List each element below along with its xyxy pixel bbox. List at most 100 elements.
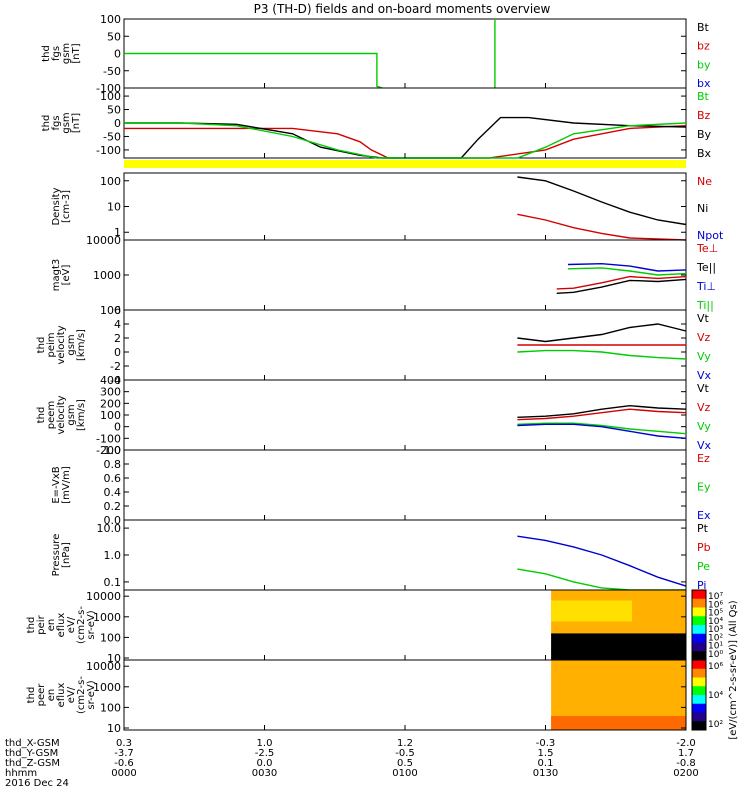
colorbar-cell bbox=[692, 721, 706, 731]
y-tick-label: 1000 bbox=[93, 611, 121, 624]
series-by bbox=[124, 52, 383, 89]
y-axis-label: sr-eV) bbox=[86, 680, 97, 709]
x-axis-value: 0.3 bbox=[116, 738, 132, 749]
x-axis-value: 0100 bbox=[392, 768, 417, 779]
y-tick-label: 100 bbox=[100, 90, 121, 103]
legend-entry: Bt bbox=[697, 21, 710, 34]
y-axis-label: peer bbox=[36, 683, 47, 707]
series-Pi bbox=[517, 535, 687, 587]
x-axis-value: 0.5 bbox=[397, 758, 413, 769]
legend-entry: Vy bbox=[697, 420, 711, 433]
y-axis-label: thd bbox=[26, 617, 37, 634]
series-Vy bbox=[517, 422, 687, 435]
colorbar-cell bbox=[692, 598, 706, 608]
y-tick-label: 0.1 bbox=[104, 576, 122, 589]
y-axis-label: [km/s] bbox=[76, 329, 87, 361]
y-tick-label: 0.6 bbox=[104, 472, 122, 485]
panel-frame bbox=[123, 379, 687, 451]
legend-entry: Npot bbox=[697, 229, 724, 242]
x-axis-value: -0.5 bbox=[395, 748, 415, 759]
series-Ni bbox=[517, 176, 687, 226]
colorbar-cell bbox=[692, 642, 706, 652]
colorbar-frame bbox=[691, 659, 707, 731]
legend-entry: Vx bbox=[697, 369, 712, 382]
y-axis-label: fgs bbox=[51, 115, 62, 130]
panel-frame bbox=[123, 449, 687, 521]
colorbar-cell bbox=[692, 616, 706, 626]
series-Te⊥ bbox=[556, 275, 687, 290]
y-tick-label: 1 bbox=[114, 226, 121, 239]
y-tick-label: 0 bbox=[114, 48, 121, 61]
legend-entry: Ti|| bbox=[696, 299, 714, 312]
panel-fgs: 100 50 0 -50 -100 thd fgs gsm [nT] Bt bz by bx bbox=[41, 13, 711, 95]
y-axis-label: velocity bbox=[56, 325, 67, 364]
legend-entry: Vt bbox=[697, 312, 710, 325]
y-tick-label: 0.2 bbox=[104, 500, 122, 513]
series-Vt bbox=[517, 404, 687, 418]
legend-entry: Pi bbox=[697, 579, 706, 592]
y-tick-label: 400 bbox=[100, 374, 121, 387]
y-tick-label: 300 bbox=[100, 386, 121, 399]
legend-entry: Pb bbox=[697, 541, 711, 554]
x-axis-value: -0.6 bbox=[114, 758, 134, 769]
panel-efield: 1.00.80.60.40.20.0 E=-VxB [mV/m] Ez Ey Ex bbox=[51, 444, 711, 527]
y-tick-label: 1.0 bbox=[104, 549, 122, 562]
y-tick-label: 1.0 bbox=[104, 444, 122, 457]
colorbar-tick-label: 10⁴ bbox=[708, 691, 723, 701]
legend-entry: Ex bbox=[697, 509, 711, 522]
x-axis-value: -2.0 bbox=[676, 738, 696, 749]
legend-entry: bx bbox=[697, 77, 711, 90]
series-Ne bbox=[517, 213, 687, 241]
series-Vy bbox=[517, 349, 687, 360]
y-axis-label: thd bbox=[36, 337, 47, 354]
y-axis-label: eflux bbox=[56, 683, 67, 708]
y-axis-label: peir bbox=[36, 614, 47, 634]
x-axis-value: 1.5 bbox=[538, 748, 554, 759]
colorbar-label: [eV/(cm^2-s-sr-eV)] (All Qs) bbox=[728, 600, 739, 739]
y-tick-label: 0.4 bbox=[104, 486, 122, 499]
y-axis-label: gsm bbox=[66, 334, 77, 355]
y-tick-label: 10 bbox=[107, 201, 121, 214]
x-axis-row-label: thd_X-GSM bbox=[5, 738, 60, 749]
panel-peer: 10000 1000 100 10 thd peer en eflux eV/(cm2-s-sr… bbox=[26, 659, 723, 735]
y-tick-label: -100 bbox=[96, 82, 121, 95]
x-axis-value: 0200 bbox=[673, 768, 698, 779]
colorbar-tick-label: 10⁷ bbox=[708, 592, 723, 602]
y-tick-label: 50 bbox=[107, 104, 121, 117]
panel-temp: 10000 1000 100 magt3 [eV] Te⊥ Te|| Ti⊥ Ti|| bbox=[51, 234, 718, 317]
series-Ti⊥ bbox=[567, 262, 687, 272]
y-tick-label: 0 bbox=[114, 117, 121, 130]
legend-entry: Bt bbox=[697, 90, 710, 103]
y-tick-label: 0.8 bbox=[104, 458, 122, 471]
y-axis-label: gsm bbox=[66, 404, 77, 425]
legend-entry: Vy bbox=[697, 350, 711, 363]
spectrogram-high-band bbox=[551, 600, 633, 622]
y-tick-label: -50 bbox=[103, 130, 121, 143]
colorbar-tick-label: 10⁴ bbox=[708, 617, 723, 627]
x-axis-value: -0.8 bbox=[676, 758, 696, 769]
panel-density: 100 10 1 Density [cm-3] Ne Ni Npot bbox=[51, 172, 724, 242]
x-axis-value: 0030 bbox=[252, 768, 277, 779]
y-axis-label: [cm-3] bbox=[61, 190, 72, 223]
legend-entry: by bbox=[697, 58, 711, 71]
panel-peir: 10000 1000 100 10 thd peir en eflux eV/(cm2-s-sr… bbox=[26, 589, 723, 665]
x-axis-value: 0.1 bbox=[538, 758, 554, 769]
mode-bar bbox=[124, 160, 686, 168]
y-tick-label: 10000 bbox=[86, 234, 121, 247]
y-axis-label: E=-VxB bbox=[51, 466, 62, 503]
y-tick-label: 6 bbox=[114, 304, 121, 317]
y-tick-label: 100 bbox=[100, 631, 121, 644]
y-axis-label: [nPa] bbox=[61, 542, 72, 568]
legend-entry: Ey bbox=[697, 481, 711, 494]
y-tick-label: 0 bbox=[114, 421, 121, 434]
x-axis-value: 0130 bbox=[533, 768, 558, 779]
y-axis-label: [eV] bbox=[61, 265, 72, 286]
y-tick-label: 10.0 bbox=[97, 522, 122, 535]
y-tick-label: 100 bbox=[100, 304, 121, 317]
x-axis-value: 0000 bbox=[111, 768, 136, 779]
y-axis-label: sr-eV) bbox=[86, 610, 97, 639]
x-axis-value: 0.0 bbox=[257, 758, 273, 769]
colorbar-tick-label: 10⁶ bbox=[708, 662, 723, 672]
colorbar-tick-label: 10³ bbox=[708, 625, 723, 635]
